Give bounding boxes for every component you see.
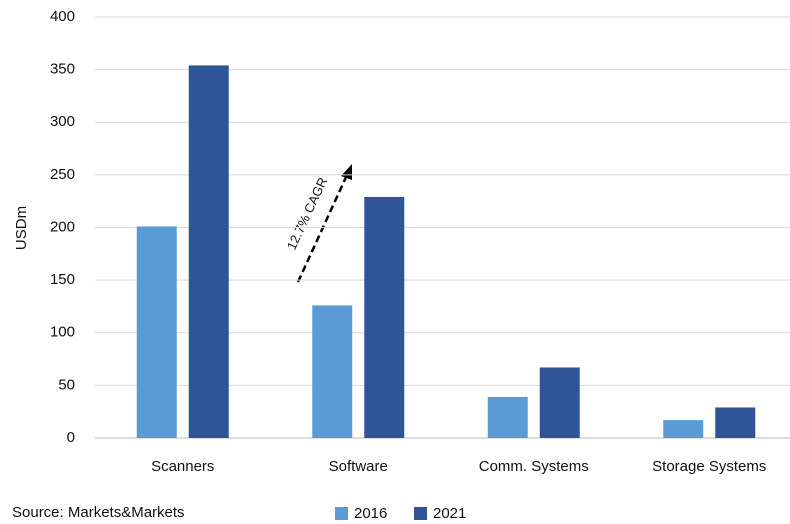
y-axis-label: USDm — [13, 206, 30, 250]
legend-label: 2016 — [354, 505, 387, 522]
bar — [715, 407, 756, 438]
y-tick-label: 400 — [50, 8, 75, 25]
legend-swatch — [335, 507, 348, 520]
bar — [136, 226, 177, 438]
cagr-annotation: 12.7% CAGR — [284, 175, 331, 252]
legend-swatch — [414, 507, 427, 520]
bar — [539, 367, 580, 438]
y-tick-label: 250 — [50, 166, 75, 183]
cagr-arrowhead — [341, 164, 352, 180]
y-tick-label: 100 — [50, 324, 75, 341]
bar — [487, 396, 528, 438]
y-tick-label: 0 — [67, 429, 75, 446]
bar — [312, 305, 353, 438]
y-tick-label: 150 — [50, 271, 75, 288]
bar — [364, 196, 405, 438]
y-tick-label: 50 — [58, 376, 75, 393]
x-tick-label: Storage Systems — [652, 458, 766, 475]
x-tick-label: Scanners — [151, 458, 214, 475]
x-tick-label: Software — [329, 458, 388, 475]
source-note: Source: Markets&Markets — [12, 504, 185, 521]
legend-label: 2021 — [433, 505, 466, 522]
y-tick-label: 350 — [50, 61, 75, 78]
cagr-arrow — [296, 174, 349, 283]
y-tick-label: 200 — [50, 218, 75, 235]
bar — [188, 65, 229, 438]
x-tick-label: Comm. Systems — [479, 458, 589, 475]
bar — [663, 420, 704, 438]
y-tick-label: 300 — [50, 113, 75, 130]
